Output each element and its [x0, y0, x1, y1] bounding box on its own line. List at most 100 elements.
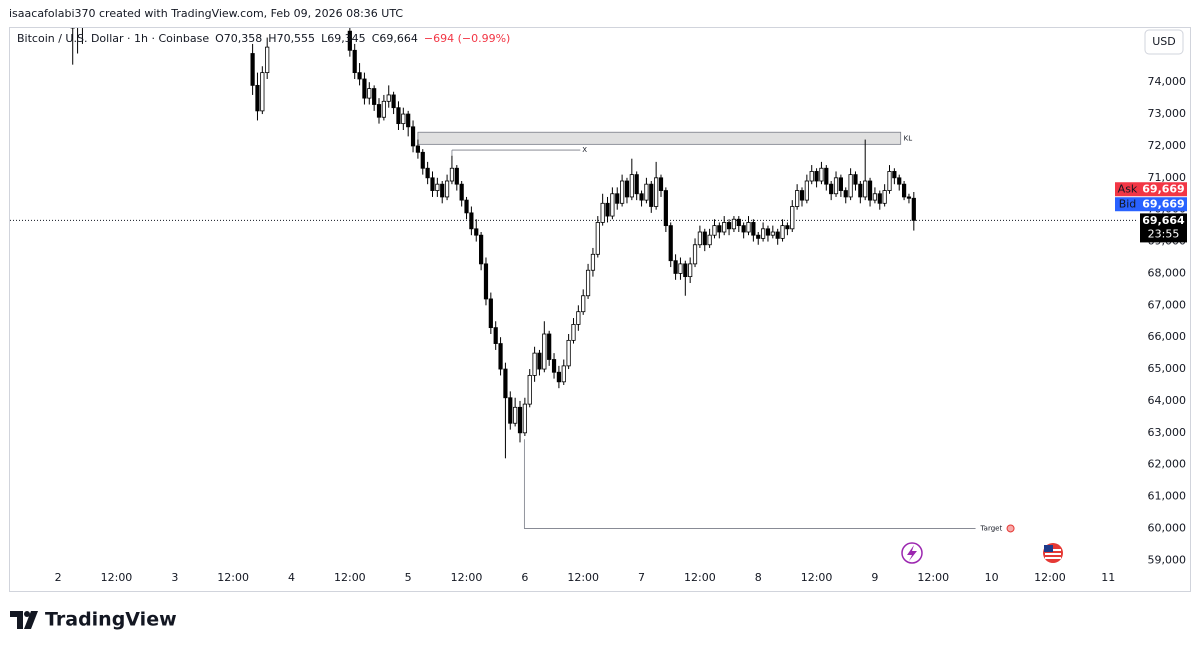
candle-body: [702, 231, 707, 246]
candle-body: [863, 180, 868, 198]
candle-body: [799, 190, 805, 201]
candle-body: [615, 193, 620, 204]
candle-body: [517, 406, 523, 434]
candle-body: [911, 197, 916, 221]
candle-body: [741, 225, 746, 233]
candle-body: [444, 180, 450, 198]
candle-body: [639, 193, 644, 201]
y-tick-label: 67,000: [1148, 298, 1187, 311]
event-icon[interactable]: [901, 542, 923, 564]
key-level-zone: [417, 131, 902, 145]
candle-body: [790, 206, 795, 230]
candle-body: [581, 295, 586, 313]
price-tag-name-bg: [1115, 182, 1140, 197]
candle-body: [532, 352, 537, 376]
x-tick-label: 12:00: [334, 571, 366, 584]
y-tick-label: 65,000: [1148, 362, 1187, 375]
candle-body: [420, 151, 425, 169]
candle-body: [892, 171, 897, 179]
candle-body: [449, 167, 455, 182]
price-tag-bg: [1140, 182, 1187, 197]
x-tick-label: 12:00: [801, 571, 833, 584]
y-tick-label: 63,000: [1148, 426, 1187, 439]
candle-body: [819, 167, 824, 182]
candle-body: [692, 244, 698, 265]
candle-body: [906, 196, 912, 199]
x-tick-label: 3: [171, 571, 178, 584]
candle-body: [440, 183, 445, 198]
candle-body: [644, 183, 649, 201]
y-tick-label: 71,000: [1148, 171, 1187, 184]
candle-body: [872, 193, 878, 201]
candle-body: [901, 183, 907, 198]
candle-body: [683, 263, 688, 278]
candle-body: [795, 190, 800, 207]
ohlc-value: L69,345: [321, 32, 366, 45]
candle-body: [362, 78, 367, 99]
x-tick-label: 12:00: [567, 571, 599, 584]
candle-body: [352, 49, 357, 74]
candle-body: [372, 88, 377, 105]
price-tag-name: Ask: [1118, 183, 1138, 196]
candle-body: [731, 218, 737, 230]
y-tick-label: 68,000: [1148, 266, 1187, 279]
candle-body: [547, 333, 552, 360]
candle-body: [804, 180, 809, 201]
candle-body: [571, 324, 576, 341]
candle-body: [746, 222, 751, 233]
candle-body: [833, 177, 839, 195]
candle-body: [629, 174, 634, 198]
candle-body: [459, 183, 464, 201]
x-tick-label: 5: [405, 571, 412, 584]
candle-body: [561, 365, 566, 383]
x-tick-label: 12:00: [684, 571, 716, 584]
candle-body: [590, 253, 596, 271]
candle-body: [722, 222, 727, 233]
last-price-bg: [1140, 213, 1187, 243]
candle-body: [887, 171, 892, 191]
brand-logo: [10, 611, 38, 629]
ohlc-value: O70,358: [215, 32, 262, 45]
candle-body: [654, 177, 659, 207]
candle-body: [498, 343, 503, 370]
candle-body: [367, 88, 372, 99]
candle-body: [726, 222, 732, 230]
candle-body: [770, 231, 775, 236]
candle-body: [673, 260, 678, 274]
annotation-label: X: [582, 146, 587, 154]
candle-body: [877, 193, 882, 204]
price-tag-name-bg: [1115, 197, 1140, 212]
annotation-label: KL: [904, 134, 913, 142]
price-tag-name: Bid: [1119, 198, 1137, 211]
candle-body: [663, 190, 668, 227]
candle-body: [785, 225, 790, 230]
y-tick-label: 74,000: [1148, 75, 1187, 88]
candle-body: [897, 177, 902, 185]
candle-body: [566, 339, 571, 367]
price-tag-value: 69,669: [1142, 198, 1184, 211]
currency[interactable]: USD: [1152, 35, 1176, 48]
candle-body: [600, 202, 605, 223]
candle-body: [712, 225, 717, 236]
flag-icon[interactable]: [1043, 543, 1063, 563]
candle-body: [250, 53, 255, 86]
candle-body: [556, 371, 562, 383]
candle-body: [624, 180, 630, 198]
candle-body: [697, 231, 702, 246]
candle-body: [542, 333, 547, 370]
candle-body: [508, 397, 513, 424]
candle-body: [435, 183, 440, 191]
x-tick-label: 10: [985, 571, 999, 584]
candle-body: [775, 231, 780, 239]
chart-frame: [9, 27, 1191, 592]
candle-body: [425, 167, 430, 179]
candle-body: [824, 167, 829, 185]
candle-body: [668, 225, 673, 262]
candle-body: [410, 126, 416, 147]
candle-body: [527, 375, 532, 405]
price-tag-bg: [1140, 197, 1187, 212]
candle-body: [260, 72, 265, 112]
candle-body: [464, 199, 469, 214]
currency-button[interactable]: [1144, 29, 1184, 55]
